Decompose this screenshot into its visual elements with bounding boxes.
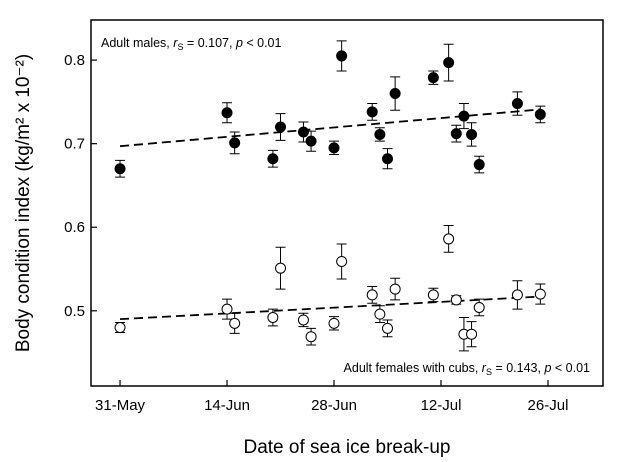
- x-tick-label: 28-Jun: [311, 397, 357, 414]
- data-point: [389, 283, 401, 295]
- data-point: [297, 126, 309, 138]
- data-point: [374, 128, 386, 140]
- data-point: [534, 288, 546, 300]
- data-point: [450, 128, 462, 140]
- data-point: [382, 322, 394, 334]
- data-point: [305, 331, 317, 343]
- data-point: [374, 308, 386, 320]
- annotation-part: Adult males,: [101, 36, 173, 50]
- data-point: [366, 289, 378, 301]
- annotation-part: r: [482, 361, 487, 375]
- data-point: [427, 289, 439, 301]
- annotation-part: = 0.143,: [492, 361, 544, 375]
- data-point: [336, 255, 348, 267]
- data-point: [473, 301, 485, 313]
- data-point: [427, 72, 439, 84]
- annotation-part: < 0.01: [551, 361, 590, 375]
- data-point: [221, 303, 233, 315]
- annotation-part: Adult females with cubs,: [344, 361, 482, 375]
- y-tick-label: 0.8: [64, 52, 85, 69]
- y-tick-label: 0.7: [64, 136, 85, 153]
- annotation-part: p: [235, 36, 243, 50]
- data-point: [443, 57, 455, 69]
- annotation-part: < 0.01: [243, 36, 282, 50]
- annotation-part: r: [173, 36, 178, 50]
- annotation-part: S: [486, 367, 492, 377]
- data-point: [267, 311, 279, 323]
- data-point: [229, 137, 241, 149]
- x-tick-label: 12-Jul: [421, 397, 462, 414]
- data-point: [305, 135, 317, 147]
- x-tick-label: 26-Jul: [528, 397, 569, 414]
- data-point: [328, 317, 340, 329]
- data-point: [458, 110, 470, 122]
- data-point: [443, 233, 455, 245]
- data-point: [275, 262, 287, 274]
- y-tick-label: 0.6: [64, 219, 85, 236]
- data-point: [389, 88, 401, 100]
- data-point: [473, 159, 485, 171]
- data-point: [511, 98, 523, 110]
- annotation-part: S: [177, 42, 183, 52]
- data-point: [297, 314, 309, 326]
- data-point: [229, 317, 241, 329]
- annotation: Adult males, rS = 0.107, p < 0.01: [101, 36, 282, 52]
- data-point: [466, 328, 478, 340]
- x-tick-label: 14-Jun: [204, 397, 250, 414]
- data-point: [366, 106, 378, 118]
- data-point: [114, 322, 126, 334]
- annotation-part: p: [543, 361, 551, 375]
- annotation-part: = 0.107,: [183, 36, 235, 50]
- data-point: [534, 108, 546, 120]
- x-tick-label: 31-May: [95, 397, 146, 414]
- plot-frame: [90, 19, 604, 387]
- trend-line: [119, 295, 541, 321]
- data-point: [450, 294, 462, 306]
- y-tick-label: 0.5: [64, 303, 85, 320]
- data-point: [382, 153, 394, 165]
- y-axis-label: Body condition index (kg/m² x 10⁻²): [13, 54, 34, 352]
- annotation: Adult females with cubs, rS = 0.143, p <…: [344, 361, 591, 377]
- trend-line: [119, 108, 541, 148]
- data-point: [466, 128, 478, 140]
- data-point: [267, 153, 279, 165]
- data-point: [114, 163, 126, 175]
- data-point: [221, 107, 233, 119]
- data-point: [328, 142, 340, 154]
- data-point: [275, 121, 287, 133]
- data-point: [511, 289, 523, 301]
- data-point: [336, 50, 348, 62]
- x-axis-label: Date of sea ice break-up: [243, 437, 450, 458]
